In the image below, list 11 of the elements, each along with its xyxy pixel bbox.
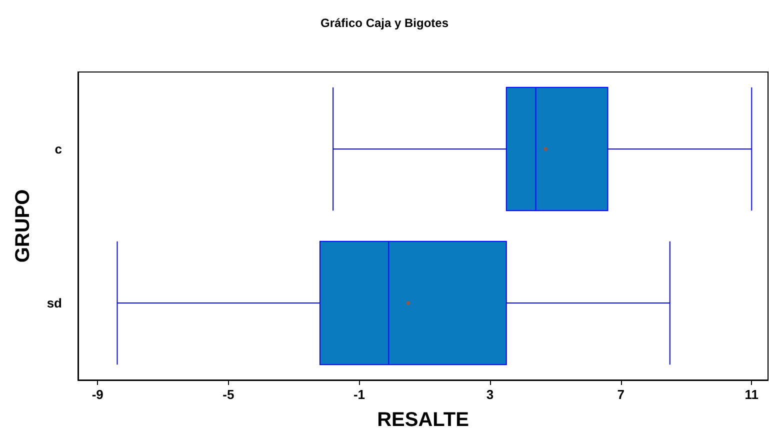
y-tick-label: sd [46, 296, 62, 310]
y-axis-title: GRUPO [12, 189, 34, 263]
x-tick-label: 3 [486, 387, 494, 402]
x-tick-label: 11 [744, 387, 759, 402]
x-axis-title: RESALTE [377, 409, 469, 431]
y-tick-label: c [54, 142, 62, 156]
x-tick-label: -5 [222, 387, 234, 402]
x-tick-label: -1 [353, 387, 366, 402]
x-tick-label: 7 [617, 387, 624, 402]
x-tick-label: -9 [92, 387, 104, 402]
chart-title: Gráfico Caja y Bigotes [320, 16, 449, 30]
